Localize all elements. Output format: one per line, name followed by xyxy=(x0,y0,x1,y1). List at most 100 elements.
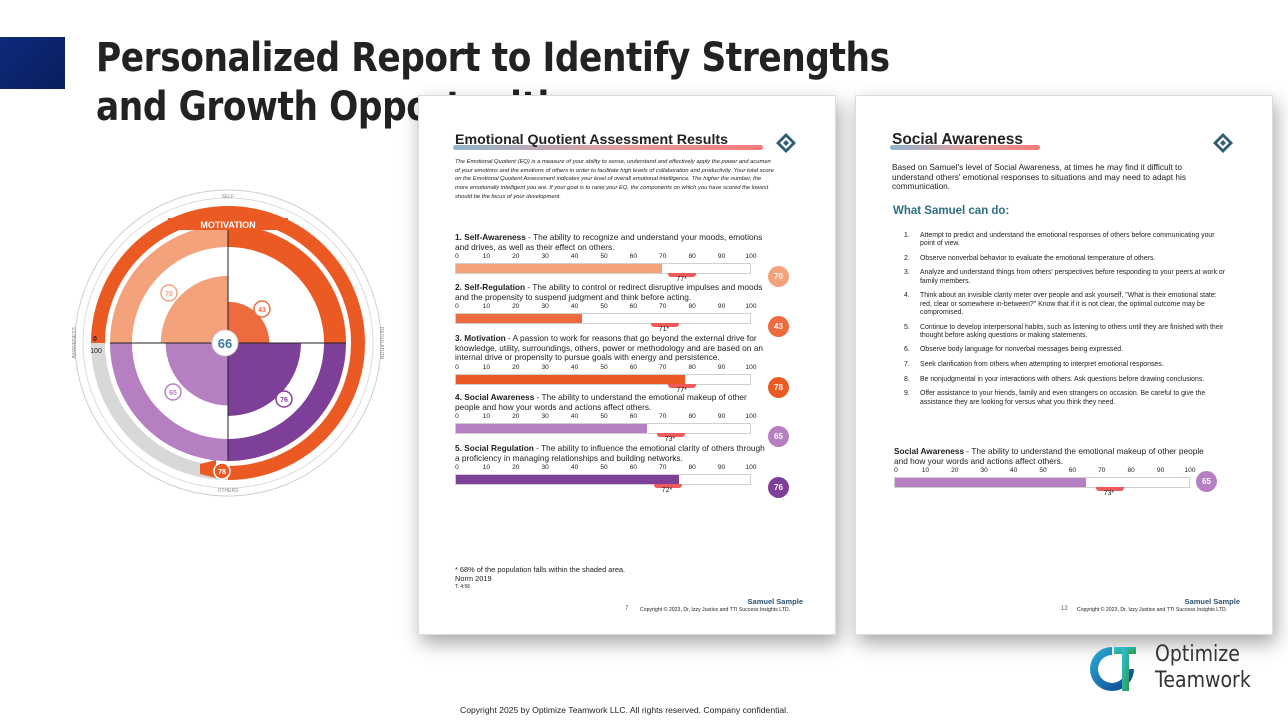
norm-label: 71* xyxy=(658,326,670,334)
scale-tick: 30 xyxy=(541,413,549,421)
score-fill xyxy=(456,264,662,274)
scale-tick: 60 xyxy=(629,413,638,421)
tip-item: 8. Be nonjudgmental in your interactions … xyxy=(904,376,1226,384)
component-text: - The ability to understand the emotiona… xyxy=(455,392,747,412)
scale-tick: 30 xyxy=(541,464,549,472)
scale-tick: 70 xyxy=(659,413,667,421)
score-fill xyxy=(456,424,648,434)
component-bar: 73* xyxy=(455,423,751,443)
self-regulation-badge xyxy=(253,300,271,318)
social-awareness-component: Social Awareness - The ability to unders… xyxy=(894,446,1204,497)
report-page-eq-results: Emotional Quotient Assessment Results Th… xyxy=(418,95,836,635)
component-text: - The ability to influence the emotional… xyxy=(455,443,765,463)
norm-range xyxy=(656,433,685,438)
comp2-title: Social Awareness xyxy=(894,446,965,456)
t-label: T: 4:56 xyxy=(455,584,471,590)
outer-label-others: OTHERS xyxy=(218,488,240,494)
page2-intro: Based on Samuel's level of Social Awaren… xyxy=(892,162,1187,192)
scale-tick: 10 xyxy=(482,464,491,472)
motivation-label-bg xyxy=(168,218,288,230)
scale-tick: 60 xyxy=(629,363,638,371)
scale-tick: 50 xyxy=(600,413,608,421)
scale-tick: 20 xyxy=(512,413,520,421)
component-bar: 77* xyxy=(455,263,751,283)
scale-tick: 40 xyxy=(570,253,579,261)
scale-tick: 20 xyxy=(512,303,520,311)
tip-item: 3. Analyze and understand things from oth… xyxy=(904,269,1226,286)
page1-sample-name: Samuel Sample xyxy=(747,597,803,606)
center-score: 66 xyxy=(218,336,232,351)
scale-tick: 70 xyxy=(659,363,667,371)
outer-label-awareness: AWARENESS xyxy=(72,327,78,359)
scale-tick: 80 xyxy=(688,464,696,472)
tip-number: 1. xyxy=(904,232,910,239)
tip-number: 6. xyxy=(904,346,910,354)
component-bar: 77* xyxy=(455,373,751,394)
scale-tick: 20 xyxy=(951,467,959,475)
page1-intro: The Emotional Quotient (EQ) is a measure… xyxy=(455,159,774,200)
tip-number: 9. xyxy=(904,390,910,398)
scale-tick: 10 xyxy=(482,253,491,261)
scale-tick: 100 xyxy=(1184,467,1196,475)
scale-tick: 0 xyxy=(455,253,459,261)
tti-logo-icon xyxy=(776,133,796,153)
self-awareness-score: 70 xyxy=(165,291,173,298)
slide-copyright: Copyright 2025 by Optimize Teamwork LLC.… xyxy=(460,705,789,715)
center-score-badge xyxy=(211,329,239,357)
norm-range xyxy=(1095,487,1124,492)
tip-number: 5. xyxy=(904,323,910,331)
scale-tick: 50 xyxy=(1039,467,1047,475)
tip-text: Observe body language for nonverbal mess… xyxy=(920,346,1124,354)
tti-logo-icon xyxy=(1213,133,1233,153)
component-score-badge: 43 xyxy=(768,316,789,338)
score-fill xyxy=(895,478,1087,488)
component-text: - A passion to work for reasons that go … xyxy=(455,333,763,363)
tip-text: Analyze and understand things from other… xyxy=(920,269,1226,285)
scale-tick: 40 xyxy=(570,413,579,421)
scale-tick: 100 xyxy=(745,464,757,472)
component-scale: 0 10 20 30 40 50 60 70 80 90 100 xyxy=(455,413,765,423)
component-description: 5. Social Regulation - The ability to in… xyxy=(455,443,765,463)
component-block: 1. Self-Awareness - The ability to recog… xyxy=(455,232,765,283)
scale-tick: 0 xyxy=(894,467,898,475)
tip-item: 6. Observe body language for nonverbal me… xyxy=(904,346,1226,354)
component-title: 2. Self-Regulation xyxy=(455,282,526,292)
scale-tick: 80 xyxy=(688,363,696,371)
norm-label: 73* xyxy=(664,436,676,444)
motivation-score: 78 xyxy=(218,469,226,476)
self-awareness-badge xyxy=(160,284,178,302)
outer-ring-inner xyxy=(82,197,374,489)
norm-label: 73* xyxy=(1103,490,1115,498)
scale-tick: 70 xyxy=(1098,467,1106,475)
tip-text: Offer assistance to your friends, family… xyxy=(920,390,1206,406)
scale-tick: 50 xyxy=(600,253,608,261)
page2-subheading: What Samuel can do: xyxy=(893,205,1010,217)
heading-underline xyxy=(890,145,1040,150)
scale-tick: 30 xyxy=(541,253,549,261)
social-regulation-badge xyxy=(275,390,293,408)
component-score-badge: 76 xyxy=(768,477,789,499)
tip-item: 1. Attempt to predict and understand the … xyxy=(904,232,1226,249)
page1-number: 7 xyxy=(625,606,629,612)
motivation-label: MOTIVATION xyxy=(200,220,255,230)
norm-label: Norm 2019 xyxy=(455,574,492,583)
comp2-score: 65 xyxy=(1202,477,1211,486)
scale-tick: 50 xyxy=(600,303,608,311)
social-awareness-score: 65 xyxy=(169,390,177,397)
brand-wordmark: Optimize Teamwork xyxy=(1155,642,1251,694)
scale-tick: 70 xyxy=(659,303,667,311)
page2-number: 12 xyxy=(1061,606,1068,612)
scale-tick: 0 xyxy=(455,303,459,311)
scale-tick: 0 xyxy=(455,363,459,371)
scale-tick: 10 xyxy=(482,413,491,421)
self-regulation-score: 43 xyxy=(258,307,266,314)
social-regulation-wedge xyxy=(228,343,301,416)
scale-tick: 100 xyxy=(745,363,757,371)
scale-tick: 70 xyxy=(659,464,667,472)
outer-label-regulation: REGULATION xyxy=(378,327,384,360)
scale-tick: 50 xyxy=(600,464,608,472)
component-block: 2. Self-Regulation - The ability to cont… xyxy=(455,282,765,333)
optimize-teamwork-logo xyxy=(1090,647,1136,691)
tip-number: 4. xyxy=(904,292,910,300)
component-bar: 72* xyxy=(455,474,751,494)
